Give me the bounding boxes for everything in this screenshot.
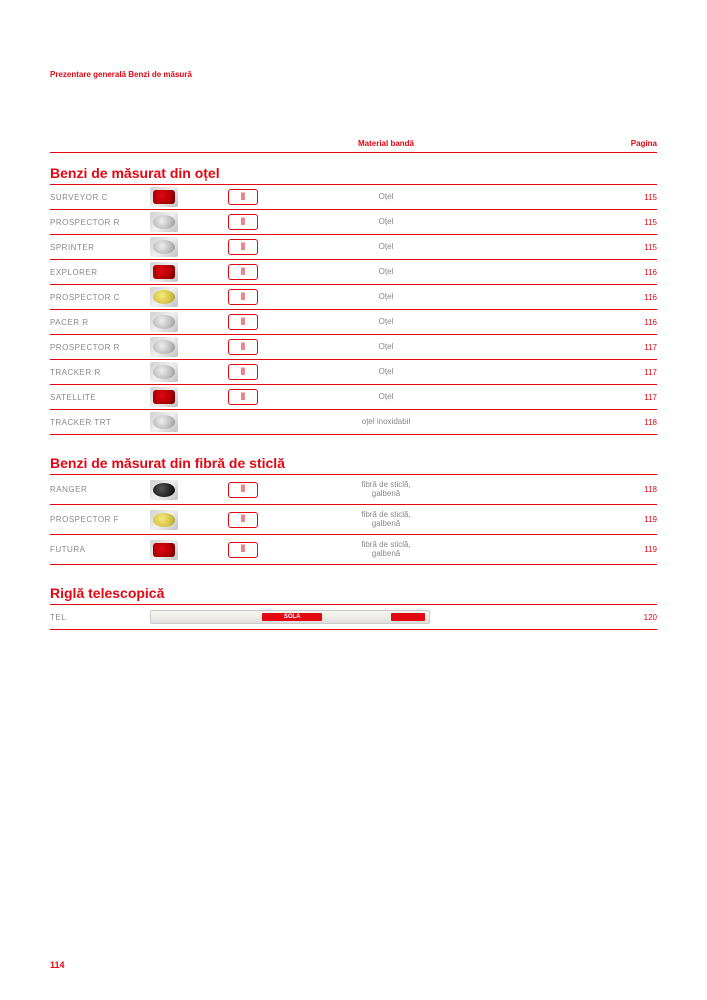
material-cell: fibră de sticlă,galbenă xyxy=(276,511,496,529)
page-link[interactable]: 116 xyxy=(644,293,657,302)
page-number: 114 xyxy=(50,960,65,970)
product-name: TEL xyxy=(50,613,150,622)
product-name: PROSPECTOR F xyxy=(50,515,150,524)
product-name: FUTURA xyxy=(50,545,150,554)
product-thumb xyxy=(150,387,210,407)
header-page: Pagina xyxy=(631,139,657,148)
product-name: PROSPECTOR R xyxy=(50,218,150,227)
product-thumb xyxy=(150,212,210,232)
class-icon: Ⅱ xyxy=(210,189,276,205)
material-cell: Oțel xyxy=(276,243,496,252)
page-link[interactable]: 115 xyxy=(644,193,657,202)
product-thumb xyxy=(150,287,210,307)
table-row: PACER R ⅡOțel 116 xyxy=(50,310,657,335)
class-icon: Ⅱ xyxy=(210,339,276,355)
product-thumb xyxy=(150,480,210,500)
page-link[interactable]: 120 xyxy=(644,613,657,622)
page-link[interactable]: 117 xyxy=(644,393,657,402)
page-link[interactable]: 119 xyxy=(644,545,657,554)
product-name: TRACKER R xyxy=(50,368,150,377)
product-image: SOLA xyxy=(150,610,430,624)
class-icon: Ⅱ xyxy=(210,542,276,558)
table-row: FUTURA Ⅱfibră de sticlă,galbenă 119 xyxy=(50,535,657,565)
page-link[interactable]: 119 xyxy=(644,515,657,524)
product-thumb xyxy=(150,337,210,357)
page-link[interactable]: 118 xyxy=(644,418,657,427)
table-row: SURVEYOR C ⅡOțel 115 xyxy=(50,185,657,210)
product-name: EXPLORER xyxy=(50,268,150,277)
table-row: EXPLORER ⅡOțel 116 xyxy=(50,260,657,285)
material-cell: Oțel xyxy=(276,393,496,402)
page-link[interactable]: 115 xyxy=(644,243,657,252)
table-row: SATELLITE ⅡOțel 117 xyxy=(50,385,657,410)
material-cell: Oțel xyxy=(276,218,496,227)
class-icon: Ⅱ xyxy=(210,314,276,330)
material-cell: Oțel xyxy=(276,343,496,352)
page-link[interactable]: 116 xyxy=(644,318,657,327)
table-header: Material bandă Pagina xyxy=(50,139,657,153)
product-name: PACER R xyxy=(50,318,150,327)
class-icon: Ⅱ xyxy=(210,214,276,230)
material-cell: fibră de sticlă,galbenă xyxy=(276,541,496,559)
section-title: Riglă telescopică xyxy=(50,581,657,605)
product-thumb xyxy=(150,312,210,332)
page-link[interactable]: 118 xyxy=(644,485,657,494)
class-icon: Ⅱ xyxy=(210,364,276,380)
product-thumb xyxy=(150,510,210,530)
material-cell: Oțel xyxy=(276,368,496,377)
table-row: TRACKER R ⅡOțel 117 xyxy=(50,360,657,385)
product-name: SATELLITE xyxy=(50,393,150,402)
product-name: SURVEYOR C xyxy=(50,193,150,202)
table-row: RANGER Ⅱfibră de sticlă,galbenă 118 xyxy=(50,475,657,505)
material-cell: Oțel xyxy=(276,193,496,202)
product-name: SPRINTER xyxy=(50,243,150,252)
section-title: Benzi de măsurat din oțel xyxy=(50,161,657,185)
material-cell: Oțel xyxy=(276,268,496,277)
table-row: TELSOLA 120 xyxy=(50,605,657,630)
class-icon: Ⅱ xyxy=(210,482,276,498)
material-cell: oțel inoxidabil xyxy=(276,418,496,427)
material-cell: fibră de sticlă,galbenă xyxy=(276,481,496,499)
product-name: RANGER xyxy=(50,485,150,494)
page-link[interactable]: 117 xyxy=(644,343,657,352)
product-thumb xyxy=(150,540,210,560)
class-icon: Ⅱ xyxy=(210,239,276,255)
page-link[interactable]: 115 xyxy=(644,218,657,227)
page-link[interactable]: 116 xyxy=(644,268,657,277)
table-row: PROSPECTOR R ⅡOțel 117 xyxy=(50,335,657,360)
class-icon: Ⅱ xyxy=(210,289,276,305)
table-row: PROSPECTOR R ⅡOțel 115 xyxy=(50,210,657,235)
table-row: PROSPECTOR F Ⅱfibră de sticlă,galbenă 119 xyxy=(50,505,657,535)
table-row: TRACKER TRT oțel inoxidabil 118 xyxy=(50,410,657,435)
product-thumb xyxy=(150,187,210,207)
page-link[interactable]: 117 xyxy=(644,368,657,377)
class-icon: Ⅱ xyxy=(210,264,276,280)
product-thumb xyxy=(150,237,210,257)
material-cell: Oțel xyxy=(276,318,496,327)
material-cell: Oțel xyxy=(276,293,496,302)
product-name: PROSPECTOR C xyxy=(50,293,150,302)
table-row: PROSPECTOR C ⅡOțel 116 xyxy=(50,285,657,310)
product-thumb xyxy=(150,362,210,382)
class-icon: Ⅱ xyxy=(210,389,276,405)
product-name: PROSPECTOR R xyxy=(50,343,150,352)
product-thumb xyxy=(150,262,210,282)
product-name: TRACKER TRT xyxy=(50,418,150,427)
section-title: Benzi de măsurat din fibră de sticlă xyxy=(50,451,657,475)
header-material: Material bandă xyxy=(276,139,496,148)
table-row: SPRINTER ⅡOțel 115 xyxy=(50,235,657,260)
product-thumb xyxy=(150,412,210,432)
class-icon: Ⅱ xyxy=(210,512,276,528)
breadcrumb: Prezentare generală Benzi de măsură xyxy=(50,70,657,79)
